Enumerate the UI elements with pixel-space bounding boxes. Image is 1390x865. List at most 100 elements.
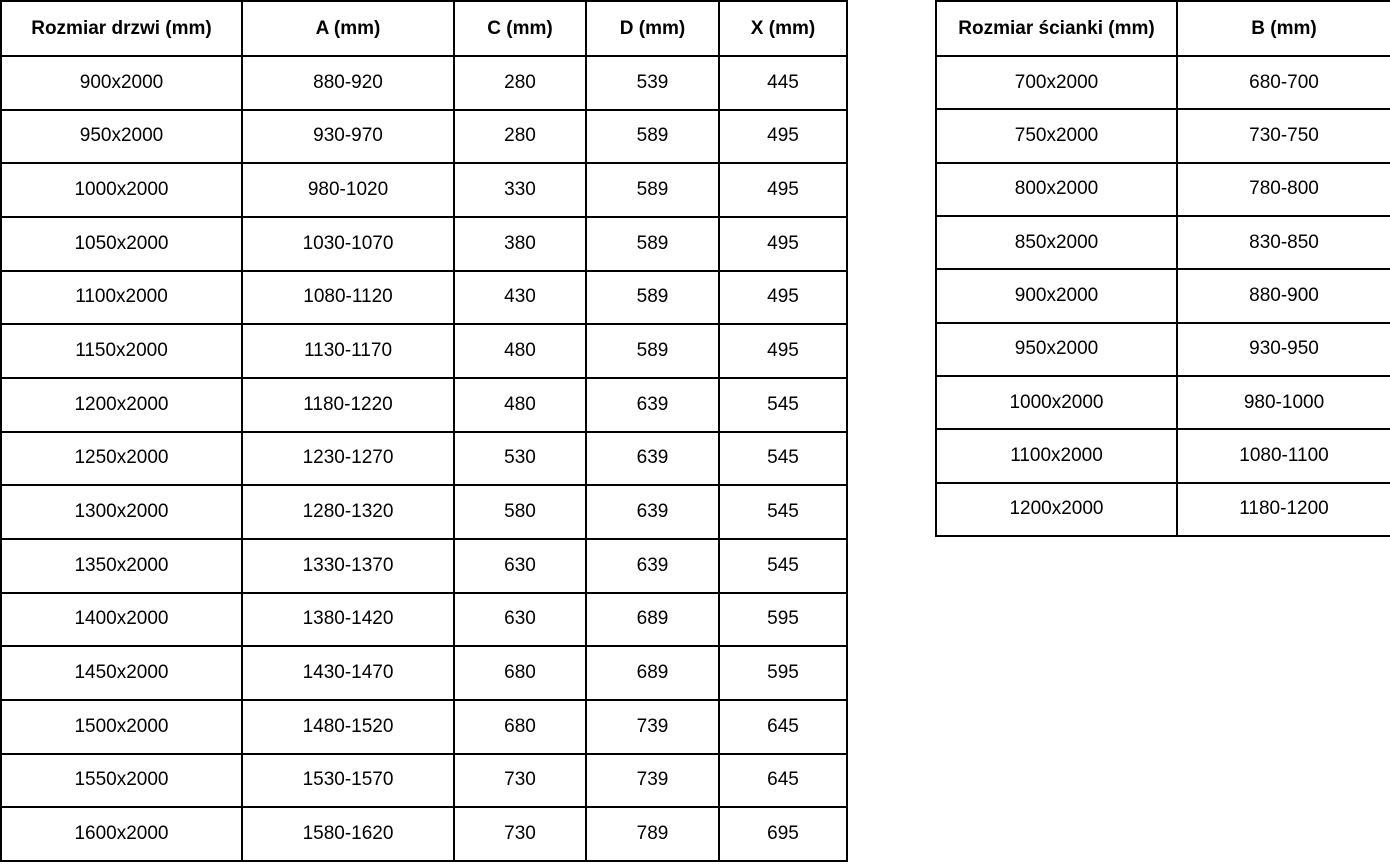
table-row: 800x2000 780-800 xyxy=(935,161,1390,217)
table-cell: 380 xyxy=(453,215,587,272)
table-cell: 1200x2000 xyxy=(935,481,1178,538)
table-cell: 1550x2000 xyxy=(0,752,243,809)
table-cell: 1600x2000 xyxy=(0,806,243,862)
table-cell: 1030-1070 xyxy=(241,215,455,272)
table-row: 1050x2000 1030-1070 380 589 495 xyxy=(0,215,848,272)
table-cell: 639 xyxy=(585,484,720,540)
table-cell: 1400x2000 xyxy=(0,591,243,648)
table-row: 1350x2000 1330-1370 630 639 545 xyxy=(0,537,848,594)
table-cell: 639 xyxy=(585,537,720,594)
table-row: 1600x2000 1580-1620 730 789 695 xyxy=(0,806,848,862)
table-cell: 900x2000 xyxy=(935,268,1178,324)
table-cell: 1450x2000 xyxy=(0,645,243,701)
table-cell: 1080-1100 xyxy=(1176,428,1390,484)
table-row: 900x2000 880-920 280 539 445 xyxy=(0,55,848,111)
table-cell: 1530-1570 xyxy=(241,752,455,809)
column-header: B (mm) xyxy=(1176,0,1390,57)
table-cell: 639 xyxy=(585,430,720,487)
table-cell: 1150x2000 xyxy=(0,323,243,379)
table-row: 1150x2000 1130-1170 480 589 495 xyxy=(0,323,848,379)
table-cell: 700x2000 xyxy=(935,54,1178,111)
table-cell: 495 xyxy=(718,108,848,165)
column-header: A (mm) xyxy=(241,0,455,57)
table-row: 1300x2000 1280-1320 580 639 545 xyxy=(0,484,848,540)
table-cell: 645 xyxy=(718,752,848,809)
table-cell: 1180-1220 xyxy=(241,376,455,433)
table-row: 1200x2000 1180-1200 xyxy=(935,481,1390,538)
table-cell: 480 xyxy=(453,323,587,379)
table-row: 900x2000 880-900 xyxy=(935,268,1390,324)
table-cell: 780-800 xyxy=(1176,161,1390,217)
table-row: 1100x2000 1080-1100 xyxy=(935,428,1390,484)
table-cell: 545 xyxy=(718,484,848,540)
table-cell: 630 xyxy=(453,537,587,594)
table-cell: 789 xyxy=(585,806,720,862)
table-cell: 880-900 xyxy=(1176,268,1390,324)
table-cell: 1300x2000 xyxy=(0,484,243,540)
table-cell: 950x2000 xyxy=(935,321,1178,377)
table-row: 1400x2000 1380-1420 630 689 595 xyxy=(0,591,848,648)
table-cell: 1250x2000 xyxy=(0,430,243,487)
table-cell: 800x2000 xyxy=(935,161,1178,217)
door-sizes-table: Rozmiar drzwi (mm) A (mm) C (mm) D (mm) X (m… xyxy=(0,0,848,862)
table-cell: 1100x2000 xyxy=(935,428,1178,484)
table-row: 1250x2000 1230-1270 530 639 545 xyxy=(0,430,848,487)
table-cell: 1430-1470 xyxy=(241,645,455,701)
table-row: 700x2000 680-700 xyxy=(935,54,1390,111)
table-cell: 1200x2000 xyxy=(0,376,243,433)
table-cell: 1350x2000 xyxy=(0,537,243,594)
table-row: 1450x2000 1430-1470 680 689 595 xyxy=(0,645,848,701)
table-cell: 495 xyxy=(718,215,848,272)
table-cell: 639 xyxy=(585,376,720,433)
table-cell: 1050x2000 xyxy=(0,215,243,272)
table-cell: 545 xyxy=(718,430,848,487)
table-row: 950x2000 930-950 xyxy=(935,321,1390,377)
table-cell: 930-970 xyxy=(241,108,455,165)
table-cell: 1080-1120 xyxy=(241,269,455,326)
table-row: 1550x2000 1530-1570 730 739 645 xyxy=(0,752,848,809)
header-row: Rozmiar ścianki (mm) B (mm) xyxy=(935,0,1390,57)
table-cell: 580 xyxy=(453,484,587,540)
table-cell: 530 xyxy=(453,430,587,487)
header-row: Rozmiar drzwi (mm) A (mm) C (mm) D (mm) X (m… xyxy=(0,0,848,57)
table-row: 850x2000 830-850 xyxy=(935,214,1390,271)
table-cell: 730 xyxy=(453,806,587,862)
table-cell: 589 xyxy=(585,215,720,272)
column-header: Rozmiar ścianki (mm) xyxy=(935,0,1178,57)
table-cell: 495 xyxy=(718,162,848,218)
table-cell: 1230-1270 xyxy=(241,430,455,487)
table-cell: 1480-1520 xyxy=(241,698,455,755)
table-cell: 430 xyxy=(453,269,587,326)
table-cell: 850x2000 xyxy=(935,214,1178,271)
table-cell: 880-920 xyxy=(241,55,455,111)
table-cell: 730 xyxy=(453,752,587,809)
table-cell: 695 xyxy=(718,806,848,862)
table-cell: 1000x2000 xyxy=(0,162,243,218)
table-row: 1000x2000 980-1020 330 589 495 xyxy=(0,162,848,218)
table-row: 950x2000 930-970 280 589 495 xyxy=(0,108,848,165)
table-cell: 589 xyxy=(585,269,720,326)
table-cell: 739 xyxy=(585,698,720,755)
table-row: 750x2000 730-750 xyxy=(935,108,1390,164)
table-cell: 950x2000 xyxy=(0,108,243,165)
table-row: 1000x2000 980-1000 xyxy=(935,374,1390,431)
table-row: 1100x2000 1080-1120 430 589 495 xyxy=(0,269,848,326)
table-cell: 589 xyxy=(585,162,720,218)
table-cell: 645 xyxy=(718,698,848,755)
table-cell: 280 xyxy=(453,55,587,111)
table-cell: 680-700 xyxy=(1176,54,1390,111)
table-cell: 495 xyxy=(718,269,848,326)
table-cell: 739 xyxy=(585,752,720,809)
table-cell: 750x2000 xyxy=(935,108,1178,164)
table-cell: 1280-1320 xyxy=(241,484,455,540)
table-cell: 900x2000 xyxy=(0,55,243,111)
table-cell: 630 xyxy=(453,591,587,648)
table-cell: 980-1000 xyxy=(1176,374,1390,431)
table-cell: 1380-1420 xyxy=(241,591,455,648)
column-header: C (mm) xyxy=(453,0,587,57)
table-cell: 589 xyxy=(585,323,720,379)
table-cell: 480 xyxy=(453,376,587,433)
table-cell: 1100x2000 xyxy=(0,269,243,326)
table-cell: 330 xyxy=(453,162,587,218)
